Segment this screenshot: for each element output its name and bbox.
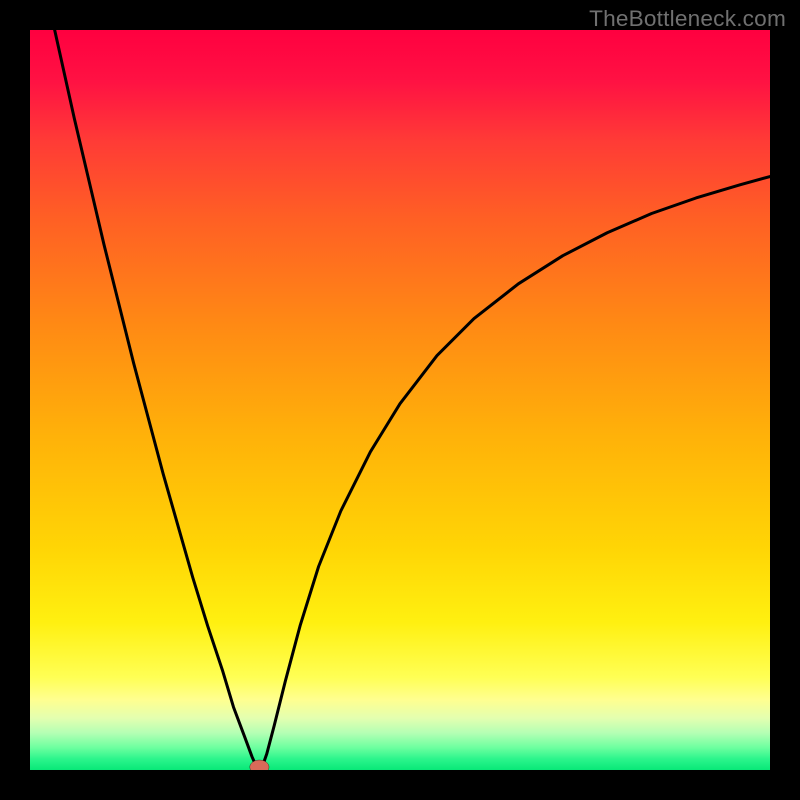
watermark-text: TheBottleneck.com (589, 6, 786, 32)
chart-svg (30, 30, 770, 770)
chart-background (30, 30, 770, 770)
plot-area (30, 30, 770, 770)
chart-frame: TheBottleneck.com (0, 0, 800, 800)
